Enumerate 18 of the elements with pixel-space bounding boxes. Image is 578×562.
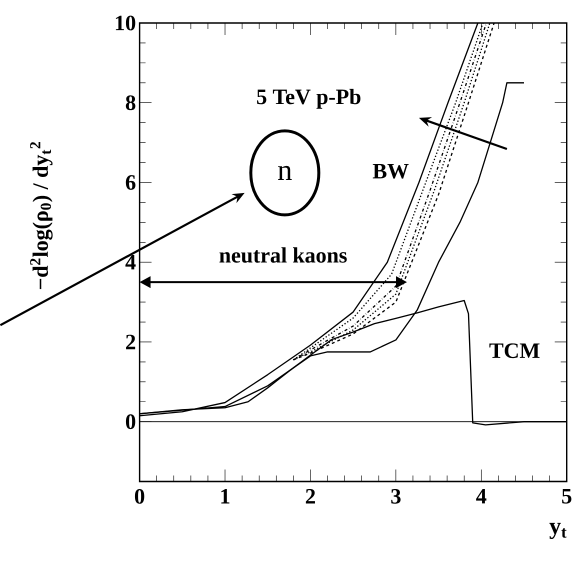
annotation: BW	[372, 164, 409, 179]
x-tick-label: 5	[562, 489, 572, 504]
annotation: neutral kaons	[219, 247, 347, 263]
y-tick-label: 8	[126, 95, 136, 110]
y-tick-label: 10	[116, 16, 136, 30]
annotation: TCM	[489, 343, 540, 358]
x-tick-label: 3	[391, 489, 401, 504]
y-axis-title: −d$^{2}$log(ρ$_{0}$) / dy$_{t}$2	[30, 142, 53, 290]
y-tick-label: 6	[126, 175, 136, 190]
y-tick-label: 4	[125, 255, 136, 270]
y-tick-label: 0	[126, 414, 136, 430]
x-tick-label: 2	[306, 489, 315, 504]
y-tick-label: 2	[126, 334, 136, 350]
annotation: 5 TeV p-Pb	[257, 88, 360, 109]
annotation: n	[278, 166, 292, 180]
x-tick-label: 1	[221, 489, 230, 504]
x-axis-title: y$_{t}$	[549, 522, 567, 540]
x-tick-label: 4	[476, 489, 486, 504]
